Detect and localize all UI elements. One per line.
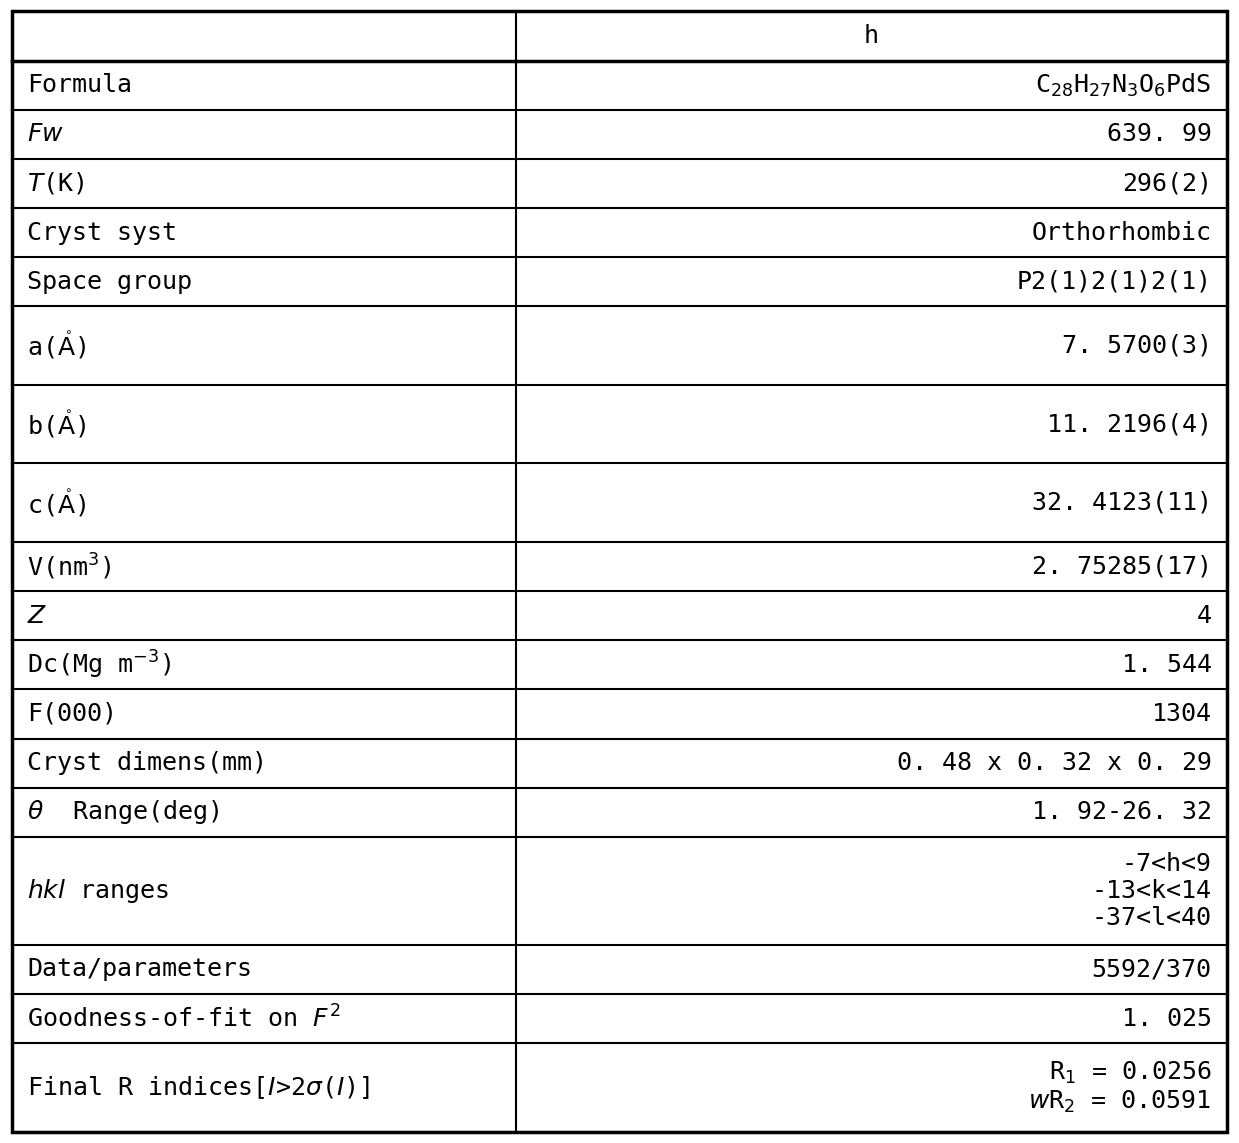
Text: 1. 544: 1. 544 xyxy=(1121,653,1212,677)
Text: -13<k<14: -13<k<14 xyxy=(1092,879,1212,903)
Text: 2. 75285(17): 2. 75285(17) xyxy=(1032,554,1212,578)
Text: C$_{28}$H$_{27}$N$_{3}$O$_{6}$PdS: C$_{28}$H$_{27}$N$_{3}$O$_{6}$PdS xyxy=(1036,72,1212,98)
Text: -7<h<9: -7<h<9 xyxy=(1121,852,1212,876)
Text: 0. 48 x 0. 32 x 0. 29: 0. 48 x 0. 32 x 0. 29 xyxy=(897,751,1212,775)
Text: 639. 99: 639. 99 xyxy=(1106,122,1212,146)
Text: c($\mathring{\mathrm{A}}$): c($\mathring{\mathrm{A}}$) xyxy=(27,487,87,519)
Text: -37<l<40: -37<l<40 xyxy=(1092,906,1212,930)
Text: P2(1)2(1)2(1): P2(1)2(1)2(1) xyxy=(1017,270,1212,294)
Text: Data/parameters: Data/parameters xyxy=(27,958,253,982)
Text: 296(2): 296(2) xyxy=(1121,171,1212,195)
Text: $\mathit{hkl}$ ranges: $\mathit{hkl}$ ranges xyxy=(27,877,170,905)
Text: 1304: 1304 xyxy=(1152,702,1212,726)
Text: a($\mathring{\mathrm{A}}$): a($\mathring{\mathrm{A}}$) xyxy=(27,329,87,361)
Text: Goodness-of-fit on $\mathit{F}^{2}$: Goodness-of-fit on $\mathit{F}^{2}$ xyxy=(27,1005,341,1032)
Text: Orthorhombic: Orthorhombic xyxy=(1032,221,1212,245)
Text: Formula: Formula xyxy=(27,73,133,97)
Text: b($\mathring{\mathrm{A}}$): b($\mathring{\mathrm{A}}$) xyxy=(27,408,87,440)
Text: $\mathit{Z}$: $\mathit{Z}$ xyxy=(27,604,47,628)
Text: V(nm$^{3}$): V(nm$^{3}$) xyxy=(27,551,112,582)
Text: 4: 4 xyxy=(1197,604,1212,628)
Text: 7. 5700(3): 7. 5700(3) xyxy=(1062,334,1212,358)
Text: 11. 2196(4): 11. 2196(4) xyxy=(1047,413,1212,437)
Text: $\mathit{Fw}$: $\mathit{Fw}$ xyxy=(27,122,64,146)
Text: 32. 4123(11): 32. 4123(11) xyxy=(1032,490,1212,514)
Text: Final R indices[$\mathit{I}$>2$\sigma$($\mathit{I}$)]: Final R indices[$\mathit{I}$>2$\sigma$($… xyxy=(27,1074,370,1101)
Text: 1. 025: 1. 025 xyxy=(1121,1007,1212,1031)
Text: F(000): F(000) xyxy=(27,702,118,726)
Text: R$_{1}$ = 0.0256: R$_{1}$ = 0.0256 xyxy=(1049,1060,1212,1086)
Text: $\mathit{w}$R$_{2}$ = 0.0591: $\mathit{w}$R$_{2}$ = 0.0591 xyxy=(1028,1089,1212,1116)
Text: $\theta$  Range(deg): $\theta$ Range(deg) xyxy=(27,798,221,826)
Text: Cryst dimens(mm): Cryst dimens(mm) xyxy=(27,751,268,775)
Text: Cryst syst: Cryst syst xyxy=(27,221,177,245)
Text: $\mathit{T}$(K): $\mathit{T}$(K) xyxy=(27,170,84,197)
Text: h: h xyxy=(864,24,878,48)
Text: 5592/370: 5592/370 xyxy=(1092,958,1212,982)
Text: 1. 92-26. 32: 1. 92-26. 32 xyxy=(1032,800,1212,824)
Text: Dc(Mg m$^{-3}$): Dc(Mg m$^{-3}$) xyxy=(27,649,171,681)
Text: Space group: Space group xyxy=(27,270,192,294)
